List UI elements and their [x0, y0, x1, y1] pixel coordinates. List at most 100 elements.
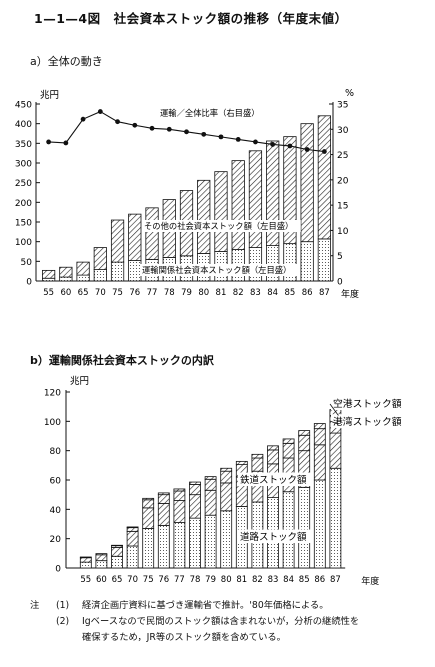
x-tick-label: 76 [129, 288, 140, 298]
leader-port [329, 420, 339, 425]
x-tick-label: 55 [43, 288, 54, 298]
bar-airport [267, 445, 279, 451]
y2-tick-label: 0 [337, 278, 343, 288]
legend-transport-bg [140, 264, 299, 276]
y2-tick-label: 20 [337, 176, 349, 186]
bar-rail [111, 547, 123, 557]
bar-port [173, 490, 186, 501]
bar-airport [251, 453, 264, 459]
x-tick-label: 65 [78, 288, 89, 298]
notes: 注 (1) 経済企画庁資料に基づき運輸省で推計。'80年価格による。 (2) I… [30, 598, 359, 646]
ratio-point [115, 119, 120, 125]
bar-road [79, 561, 92, 569]
legend-road-bg [238, 529, 313, 543]
legend-road: 道路ストック額 [240, 531, 307, 543]
bar-other [93, 247, 107, 270]
x-tick-label: 81 [236, 575, 247, 585]
x-tick-label: 82 [233, 288, 244, 298]
ratio-point [287, 143, 293, 149]
x-tick-label: 80 [221, 575, 232, 585]
legend-other: その他の社会資本ストック額（左目盛） [144, 221, 293, 231]
note-number: (1) [56, 600, 70, 611]
bar-rail [220, 482, 233, 512]
x-axis-label: 年度 [341, 288, 359, 300]
x-tick-label: 83 [268, 575, 279, 585]
bar-rail [313, 444, 326, 481]
note-mark [30, 614, 56, 630]
y2-tick-label: 10 [337, 227, 349, 237]
x-tick-label: 85 [299, 575, 310, 585]
legend-ratio: 運輸／全体比率（右目盛） [160, 108, 260, 118]
y-tick-label: 60 [50, 477, 62, 487]
x-tick-label: 86 [314, 575, 325, 585]
bar-road [329, 467, 342, 569]
bar-airport [298, 430, 311, 436]
bar-port [189, 483, 201, 496]
legend-rail-bg [238, 472, 313, 486]
y-tick-label: 100 [44, 418, 61, 428]
x-tick-label: 75 [112, 288, 123, 298]
note-mark: 注 [30, 600, 40, 611]
bar-road [142, 528, 155, 569]
ratio-point [63, 140, 69, 146]
x-tick-label: 87 [330, 575, 341, 585]
legend-rail: 鉄道ストック額 [240, 474, 307, 486]
bar-airport [235, 460, 248, 465]
note-text: Igベースなので民間のストック額は含まれないが，分析の継続性を [82, 616, 360, 627]
bar-road [126, 545, 139, 569]
bar-other [300, 123, 314, 243]
x-tick-label: 84 [283, 575, 294, 585]
ratio-point [46, 139, 52, 145]
y-tick-label: 400 [15, 120, 32, 130]
y-tick-label: 150 [15, 219, 32, 229]
x-tick-label: 84 [267, 288, 278, 298]
bar-rail [126, 530, 139, 547]
x-tick-label: 65 [112, 575, 123, 585]
figure-title: 1—1—4図 社会資本ストック額の推移（年度末値） [34, 11, 348, 26]
x-tick-label: 55 [80, 575, 91, 585]
x-tick-label: 70 [127, 575, 138, 585]
bar-road [189, 517, 201, 569]
x-tick-label: 80 [198, 288, 209, 298]
bar-rail [157, 503, 170, 526]
y-tick-label: 300 [15, 160, 32, 170]
chart-a-total: 0 50 100 150 200 250 300 350 400 450 0 5 10 15 20 25 30 3… [15, 88, 359, 300]
x-tick-label: 75 [143, 575, 154, 585]
bar-airport [313, 423, 326, 430]
bar-road [157, 525, 170, 569]
y-tick-label: 120 [44, 389, 61, 399]
y-tick-label: 100 [15, 238, 32, 248]
bar-road [313, 479, 326, 569]
y-tick-label: 450 [15, 101, 32, 111]
bar-port [126, 527, 139, 532]
x-tick-label: 60 [60, 288, 71, 298]
panel-b-title: b）運輸関係社会資本ストックの内訳 [30, 354, 214, 367]
ratio-point [132, 122, 138, 128]
ratio-point [201, 131, 207, 137]
y2-tick-label: 35 [337, 101, 348, 111]
bar-other [128, 213, 142, 261]
bar-port [142, 499, 155, 509]
bar-other [283, 136, 297, 245]
y-tick-label: 0 [55, 565, 61, 575]
legend-airport: 空港ストック額 [333, 397, 402, 410]
note-number [56, 630, 82, 646]
bar-rail [79, 557, 92, 563]
x-tick-label: 70 [95, 288, 106, 298]
y-tick-label: 350 [15, 140, 32, 150]
y-tick-label: 200 [15, 199, 32, 209]
panel-a-title: a）全体の動き [30, 55, 103, 68]
x-tick-label: 78 [190, 575, 201, 585]
legend-other-bg [142, 220, 301, 232]
bar-road [220, 510, 233, 569]
bar-other [317, 115, 331, 240]
y-tick-label: 40 [50, 506, 62, 516]
bar-road [298, 486, 311, 569]
y-tick-label: 0 [26, 278, 32, 288]
bar-port [313, 428, 326, 446]
ratio-point [321, 149, 327, 154]
bar-port [157, 494, 170, 504]
y-tick-label: 80 [50, 447, 62, 457]
bar-rail [189, 494, 201, 519]
leader-airport [329, 403, 339, 416]
